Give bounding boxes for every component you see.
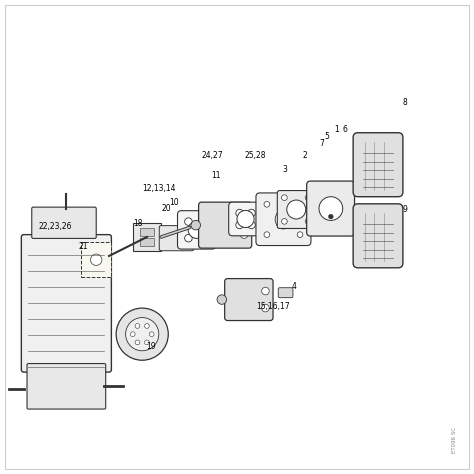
Text: 2: 2 xyxy=(302,151,307,160)
Bar xyxy=(140,228,154,236)
Text: 25,28: 25,28 xyxy=(244,151,266,160)
Text: 22,23,26: 22,23,26 xyxy=(38,222,72,230)
Circle shape xyxy=(126,318,159,351)
Text: 4: 4 xyxy=(292,283,297,291)
Circle shape xyxy=(297,232,303,237)
FancyBboxPatch shape xyxy=(307,181,355,236)
Text: 24,27: 24,27 xyxy=(201,151,223,160)
Circle shape xyxy=(135,324,140,328)
Circle shape xyxy=(262,304,269,312)
Text: 21: 21 xyxy=(78,243,88,251)
Circle shape xyxy=(240,231,248,238)
Circle shape xyxy=(130,332,135,337)
FancyBboxPatch shape xyxy=(27,364,106,409)
FancyBboxPatch shape xyxy=(278,288,293,298)
Text: 6: 6 xyxy=(343,125,347,134)
Circle shape xyxy=(217,295,227,304)
Circle shape xyxy=(145,324,149,328)
Bar xyxy=(140,238,154,246)
Circle shape xyxy=(328,214,333,219)
Text: 3: 3 xyxy=(283,165,287,174)
FancyBboxPatch shape xyxy=(159,226,194,251)
Text: 18: 18 xyxy=(134,219,143,228)
FancyBboxPatch shape xyxy=(21,235,111,372)
FancyBboxPatch shape xyxy=(32,207,96,238)
FancyBboxPatch shape xyxy=(199,202,252,248)
FancyBboxPatch shape xyxy=(177,210,216,249)
Circle shape xyxy=(201,235,209,242)
Circle shape xyxy=(237,210,254,228)
Text: 7: 7 xyxy=(319,139,324,148)
Circle shape xyxy=(149,332,154,337)
Circle shape xyxy=(264,201,270,207)
Circle shape xyxy=(262,287,269,295)
Circle shape xyxy=(287,200,306,219)
FancyBboxPatch shape xyxy=(228,202,262,236)
FancyBboxPatch shape xyxy=(225,279,273,320)
Circle shape xyxy=(191,220,201,230)
FancyBboxPatch shape xyxy=(277,191,315,228)
Circle shape xyxy=(282,219,287,224)
Circle shape xyxy=(240,212,248,219)
Text: ET096 SC: ET096 SC xyxy=(452,427,457,453)
Circle shape xyxy=(184,218,192,226)
Circle shape xyxy=(116,308,168,360)
Circle shape xyxy=(91,254,102,265)
Circle shape xyxy=(282,195,287,201)
Bar xyxy=(133,223,161,251)
Text: 12,13,14: 12,13,14 xyxy=(142,184,175,192)
FancyBboxPatch shape xyxy=(353,204,403,268)
Circle shape xyxy=(297,201,303,207)
Text: 5: 5 xyxy=(324,132,329,140)
Ellipse shape xyxy=(275,210,292,229)
Circle shape xyxy=(264,232,270,237)
Circle shape xyxy=(305,195,311,201)
Text: 20: 20 xyxy=(161,204,171,213)
Text: 8: 8 xyxy=(403,99,408,107)
Text: 19: 19 xyxy=(146,343,155,351)
Circle shape xyxy=(247,210,255,217)
Circle shape xyxy=(184,235,192,242)
Circle shape xyxy=(145,340,149,345)
Circle shape xyxy=(236,210,244,217)
Circle shape xyxy=(201,218,209,226)
Text: 11: 11 xyxy=(211,172,220,180)
Circle shape xyxy=(236,221,244,228)
Circle shape xyxy=(188,221,205,238)
Text: 9: 9 xyxy=(403,205,408,214)
FancyBboxPatch shape xyxy=(353,133,403,197)
Text: 10: 10 xyxy=(170,199,179,207)
Text: 15,16,17: 15,16,17 xyxy=(256,302,290,310)
Bar xyxy=(81,242,111,277)
Circle shape xyxy=(135,340,140,345)
Circle shape xyxy=(305,219,311,224)
Text: 1: 1 xyxy=(334,126,339,134)
Circle shape xyxy=(247,221,255,228)
FancyBboxPatch shape xyxy=(256,193,311,246)
Circle shape xyxy=(319,197,343,220)
